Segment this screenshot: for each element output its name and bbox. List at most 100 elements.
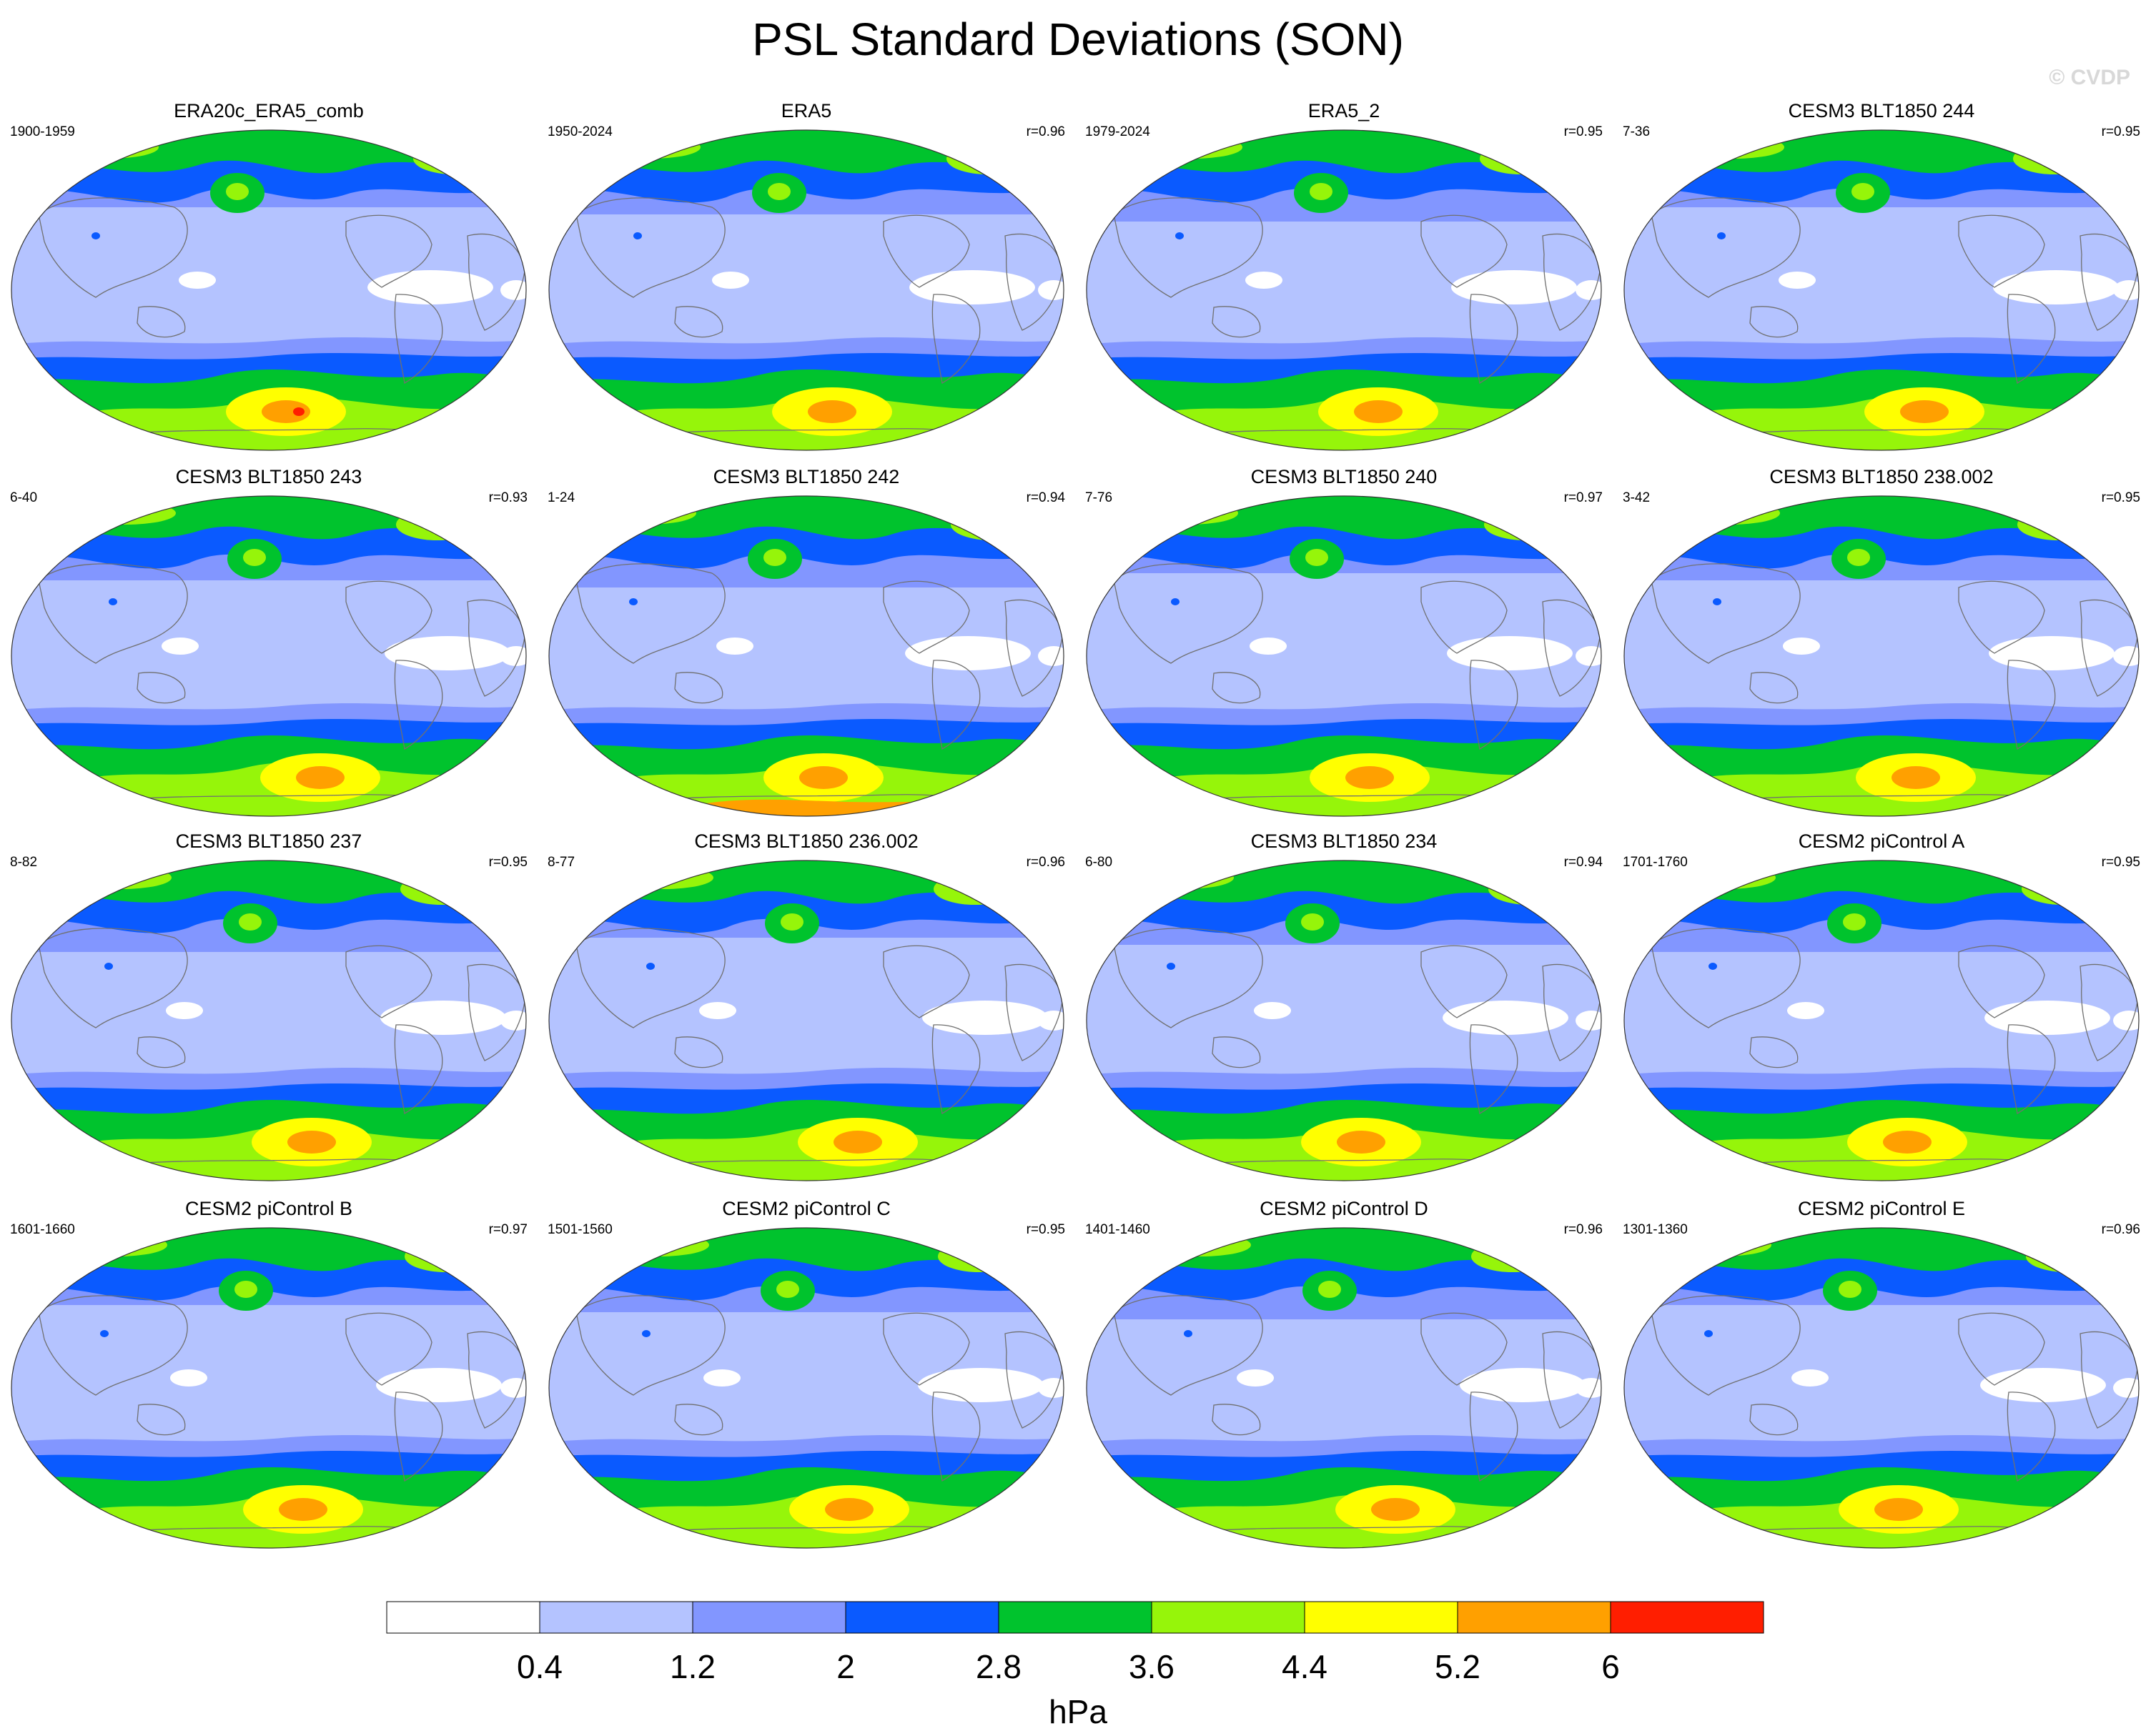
psl-stddev-field (549, 1228, 1064, 1548)
panel-title: CESM3 BLT1850 242 (713, 466, 900, 487)
panel-correlation-label: r=0.95 (2101, 124, 2140, 139)
colorbar-swatch (1610, 1601, 1764, 1634)
panel-correlation-label: r=0.97 (488, 1222, 528, 1237)
panel-title: CESM3 BLT1850 243 (175, 466, 362, 487)
global-map (548, 1227, 1064, 1549)
global-map (1623, 860, 2140, 1181)
panel-correlation-label: r=0.93 (488, 490, 528, 505)
panel-title: CESM2 piControl C (722, 1198, 891, 1219)
map-panel: ERA5_2 1979-2024 r=0.95 (1075, 100, 1613, 457)
global-map (1623, 129, 2140, 451)
panel-years-label: 1979-2024 (1085, 124, 1150, 139)
global-map (11, 860, 527, 1181)
panel-years-label: 1701-1760 (1623, 855, 1688, 870)
colorbar-tick-label: 2 (836, 1648, 855, 1685)
map-panel: CESM2 piControl A 1701-1760 r=0.95 (1613, 830, 2150, 1188)
psl-stddev-field (1624, 130, 2139, 450)
panel-correlation-label: r=0.95 (488, 855, 528, 870)
panel-correlation-label: r=0.95 (2101, 855, 2140, 870)
panel-title: CESM3 BLT1850 238.002 (1769, 466, 1994, 487)
panel-title: CESM2 piControl D (1260, 1198, 1428, 1219)
panel-years-label: 1501-1560 (548, 1222, 613, 1237)
psl-stddev-field (1087, 860, 1601, 1181)
map-panel: ERA20c_ERA5_comb 1900-1959 (0, 100, 538, 457)
panel-title: ERA20c_ERA5_comb (174, 100, 364, 121)
colorbar-swatch (692, 1601, 846, 1634)
colorbar-tick-label: 2.8 (976, 1648, 1022, 1685)
global-map (11, 495, 527, 817)
global-map (1086, 495, 1602, 817)
panel-years-label: 1301-1360 (1623, 1222, 1688, 1237)
map-panel: CESM3 BLT1850 236.002 8-77 r=0.96 (538, 830, 1075, 1188)
panel-correlation-label: r=0.94 (1026, 490, 1065, 505)
cvdp-watermark: © CVDP (2049, 66, 2130, 89)
colorbar-tick-label: 3.6 (1129, 1648, 1175, 1685)
colorbar-tick-label: 6 (1601, 1648, 1620, 1685)
global-map (1086, 1227, 1602, 1549)
colorbar-tick-label: 1.2 (670, 1648, 716, 1685)
psl-stddev-field (11, 130, 526, 450)
map-panel: CESM2 piControl E 1301-1360 r=0.96 (1613, 1198, 2150, 1555)
global-map (11, 129, 527, 451)
map-panel: CESM3 BLT1850 242 1-24 r=0.94 (538, 466, 1075, 823)
map-panel: CESM3 BLT1850 234 6-80 r=0.94 (1075, 830, 1613, 1188)
global-map (1623, 495, 2140, 817)
map-panel: ERA5 1950-2024 r=0.96 (538, 100, 1075, 457)
global-map (1086, 860, 1602, 1181)
panel-correlation-label: r=0.95 (1026, 1222, 1065, 1237)
colorbar-swatch (1151, 1601, 1305, 1634)
psl-stddev-field (1624, 1228, 2139, 1548)
psl-stddev-field (11, 1228, 526, 1548)
panel-years-label: 6-40 (10, 490, 38, 505)
map-panel: CESM3 BLT1850 238.002 3-42 r=0.95 (1613, 466, 2150, 823)
panel-years-label: 1401-1460 (1085, 1222, 1150, 1237)
coastlines (1651, 928, 2138, 1174)
panel-years-label: 3-42 (1623, 490, 1651, 505)
panel-correlation-label: r=0.95 (2101, 490, 2140, 505)
colorbar-swatch (845, 1601, 999, 1634)
psl-stddev-field (11, 860, 526, 1181)
global-map (548, 495, 1064, 817)
panel-correlation-label: r=0.96 (2101, 1222, 2140, 1237)
colorbar-swatch (1457, 1601, 1611, 1634)
panel-correlation-label: r=0.94 (1563, 855, 1603, 870)
colorbar-tick-label: 5.2 (1435, 1648, 1480, 1685)
map-panel: CESM3 BLT1850 244 7-36 r=0.95 (1613, 100, 2150, 457)
panel-title: CESM3 BLT1850 236.002 (694, 830, 919, 852)
panel-title: CESM2 piControl A (1798, 830, 1965, 852)
global-map (11, 1227, 527, 1549)
colorbar-units: hPa (1049, 1693, 1107, 1730)
colorbar-swatch (386, 1601, 540, 1634)
psl-stddev-field (549, 496, 1064, 816)
map-panel: CESM2 piControl B 1601-1660 r=0.97 (0, 1198, 538, 1555)
panel-years-label: 8-82 (10, 855, 38, 870)
map-panel: CESM3 BLT1850 240 7-76 r=0.97 (1075, 466, 1613, 823)
psl-stddev-field (11, 496, 526, 816)
colorbar-swatch (998, 1601, 1152, 1634)
map-panel: CESM3 BLT1850 237 8-82 r=0.95 (0, 830, 538, 1188)
panel-years-label: 1900-1959 (10, 124, 75, 139)
panel-correlation-label: r=0.97 (1563, 490, 1603, 505)
panel-title: ERA5 (781, 100, 832, 121)
map-panels-grid: ERA20c_ERA5_comb 1900-1959 ERA5 1950-2024 r=… (0, 100, 2150, 1555)
panel-title: CESM2 piControl B (184, 1198, 353, 1219)
panel-title: CESM3 BLT1850 244 (1788, 100, 1975, 121)
panel-correlation-label: r=0.96 (1026, 855, 1065, 870)
psl-stddev-field (549, 130, 1064, 450)
panel-correlation-label: r=0.96 (1563, 1222, 1603, 1237)
global-map (1086, 129, 1602, 451)
panel-years-label: 1601-1660 (10, 1222, 75, 1237)
psl-stddev-field (1087, 1228, 1601, 1548)
psl-stddev-field (1624, 496, 2139, 816)
psl-stddev-field (1087, 496, 1601, 816)
panel-correlation-label: r=0.95 (1563, 124, 1603, 139)
map-panel: CESM2 piControl D 1401-1460 r=0.96 (1075, 1198, 1613, 1555)
global-map (1623, 1227, 2140, 1549)
psl-stddev-field (1087, 130, 1601, 450)
colorbar-tick-label: 4.4 (1282, 1648, 1327, 1685)
figure-title: PSL Standard Deviations (SON) (752, 14, 1404, 65)
panel-years-label: 7-36 (1623, 124, 1651, 139)
panel-years-label: 7-76 (1085, 490, 1113, 505)
global-map (548, 860, 1064, 1181)
panel-title: CESM3 BLT1850 240 (1250, 466, 1438, 487)
